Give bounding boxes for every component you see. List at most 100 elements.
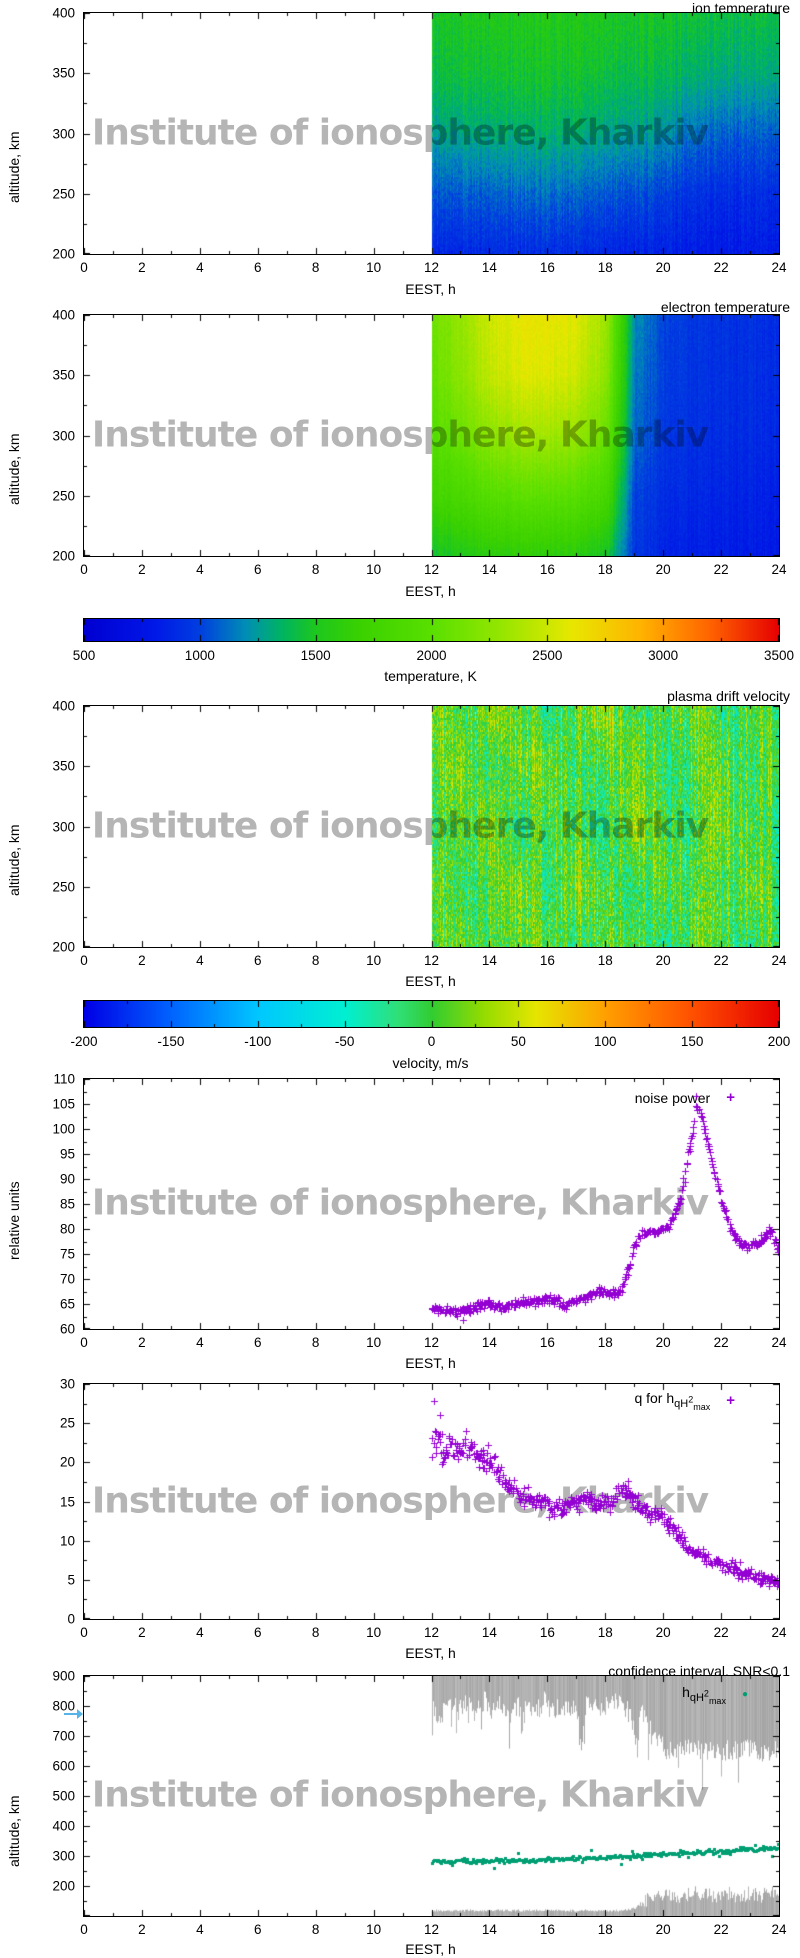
- x-tick-label: 22: [713, 1335, 729, 1350]
- x-tick-label: 10: [366, 562, 382, 577]
- x-tick-label: 6: [253, 1335, 262, 1350]
- x-tick-label: 14: [481, 953, 497, 968]
- x-tick-label: 2: [138, 562, 146, 577]
- x-tick-label: 0: [80, 1335, 88, 1350]
- x-tick-label: 24: [771, 260, 787, 275]
- colorbar-tick-label: 3000: [648, 648, 679, 663]
- panel-title-electron-temperature: electron temperature: [660, 299, 790, 315]
- colorbar-tick-label: -100: [244, 1034, 272, 1049]
- y-tick-label: 10: [59, 1533, 75, 1549]
- x-tick-label: 16: [539, 260, 555, 275]
- x-tick-label: 0: [80, 260, 88, 275]
- y-tick-label: 100: [52, 1121, 75, 1137]
- x-tick-label: 22: [713, 1625, 729, 1640]
- colorbar-tick-label: 2500: [532, 648, 563, 663]
- x-tick-label: 2: [138, 260, 146, 275]
- y-tick-label: 300: [52, 819, 75, 834]
- y-tick-label: 110: [53, 1071, 75, 1087]
- x-tick-label: 16: [539, 953, 555, 968]
- colorbar-tick-label: -150: [157, 1034, 185, 1049]
- colorbar-tick-label: 150: [680, 1034, 704, 1049]
- x-tick-label: 20: [655, 1922, 671, 1937]
- x-tick-label: 12: [423, 1625, 440, 1640]
- x-axis-label: EEST, h: [405, 1645, 456, 1661]
- colorbar-tick-label: -50: [334, 1034, 355, 1049]
- x-tick-label: 20: [655, 1625, 671, 1640]
- x-axis-label: EEST, h: [405, 281, 456, 297]
- q-factor-scatter: [84, 1384, 779, 1619]
- x-tick-label: 12: [423, 1335, 440, 1350]
- x-tick-label: 2: [138, 1625, 146, 1640]
- y-tick-label: 15: [59, 1494, 75, 1509]
- y-tick-label: 200: [52, 939, 75, 955]
- x-tick-label: 16: [539, 562, 555, 577]
- x-tick-label: 24: [771, 953, 787, 968]
- x-tick-label: 24: [771, 1922, 787, 1937]
- y-tick-label: 200: [52, 548, 75, 564]
- temperature-colorbar: [83, 618, 780, 642]
- x-tick-label: 10: [366, 1625, 382, 1640]
- x-tick-label: 0: [80, 562, 88, 577]
- altitude-marker-arrow-icon: [64, 1709, 83, 1719]
- x-tick-label: 6: [253, 1922, 262, 1937]
- x-tick-label: 10: [366, 953, 382, 968]
- x-tick-label: 20: [655, 260, 671, 275]
- y-tick-label: 500: [52, 1788, 75, 1804]
- x-tick-label: 6: [253, 260, 262, 275]
- x-tick-label: 4: [196, 562, 204, 577]
- y-tick-label: 80: [59, 1221, 75, 1237]
- x-tick-label: 14: [481, 562, 497, 577]
- y-tick-label: 90: [59, 1171, 75, 1187]
- colorbar-tick-label: 100: [593, 1034, 617, 1049]
- q-factor-plot: Institute of ionosphere, Kharkiv: [83, 1383, 780, 1620]
- colorbar-tick-label: 200: [767, 1034, 791, 1049]
- y-tick-label: 900: [52, 1668, 75, 1684]
- y-tick-label: 350: [52, 367, 75, 383]
- x-tick-label: 20: [655, 562, 671, 577]
- temperature-colorbar-gradient: [84, 619, 779, 641]
- x-tick-label: 24: [771, 562, 787, 577]
- x-tick-label: 2: [138, 1922, 146, 1937]
- x-axis-label: EEST, h: [405, 1355, 456, 1371]
- x-tick-label: 18: [597, 1922, 613, 1937]
- x-tick-label: 0: [80, 1625, 88, 1640]
- x-tick-label: 10: [366, 1335, 382, 1350]
- y-tick-label: 200: [52, 246, 75, 262]
- x-tick-label: 18: [597, 260, 613, 275]
- electron-temperature-plot: Institute of ionosphere, Kharkiv: [83, 314, 780, 557]
- colorbar-tick-label: -200: [70, 1034, 98, 1049]
- x-tick-label: 4: [196, 1335, 204, 1350]
- x-tick-label: 12: [423, 1922, 440, 1937]
- y-tick-label: 75: [59, 1246, 75, 1262]
- y-tick-label: 25: [59, 1415, 75, 1431]
- y-tick-label: 400: [52, 1818, 75, 1834]
- ion-temperature-plot: Institute of ionosphere, Kharkiv: [83, 12, 780, 255]
- x-tick-label: 22: [713, 1922, 729, 1937]
- x-tick-label: 24: [771, 1625, 787, 1640]
- x-tick-label: 0: [80, 1922, 88, 1937]
- noise-power-plot: Institute of ionosphere, Kharkiv: [83, 1078, 780, 1330]
- velocity-colorbar: [83, 1000, 780, 1028]
- x-tick-label: 14: [481, 1335, 497, 1350]
- y-tick-label: 20: [59, 1454, 75, 1470]
- x-tick-label: 20: [655, 1335, 671, 1350]
- colorbar-label: velocity, m/s: [392, 1055, 469, 1071]
- x-tick-label: 8: [311, 1335, 320, 1350]
- y-tick-label: 300: [52, 126, 75, 141]
- x-tick-label: 24: [771, 1335, 787, 1350]
- ion-temperature-heatmap: [84, 13, 779, 254]
- y-tick-label: 400: [52, 307, 75, 323]
- noise-power-scatter: [84, 1079, 779, 1329]
- x-tick-label: 2: [138, 953, 146, 968]
- x-tick-label: 10: [366, 260, 382, 275]
- x-tick-label: 18: [597, 953, 613, 968]
- x-tick-label: 14: [481, 1922, 497, 1937]
- y-tick-label: 5: [67, 1572, 75, 1588]
- x-axis-label: EEST, h: [405, 973, 456, 989]
- x-tick-label: 2: [138, 1335, 146, 1350]
- panel-title-plasma-drift-velocity: plasma drift velocity: [667, 688, 790, 704]
- y-tick-label: 300: [52, 1848, 75, 1864]
- y-tick-label: 400: [52, 5, 75, 21]
- x-tick-label: 18: [597, 1625, 613, 1640]
